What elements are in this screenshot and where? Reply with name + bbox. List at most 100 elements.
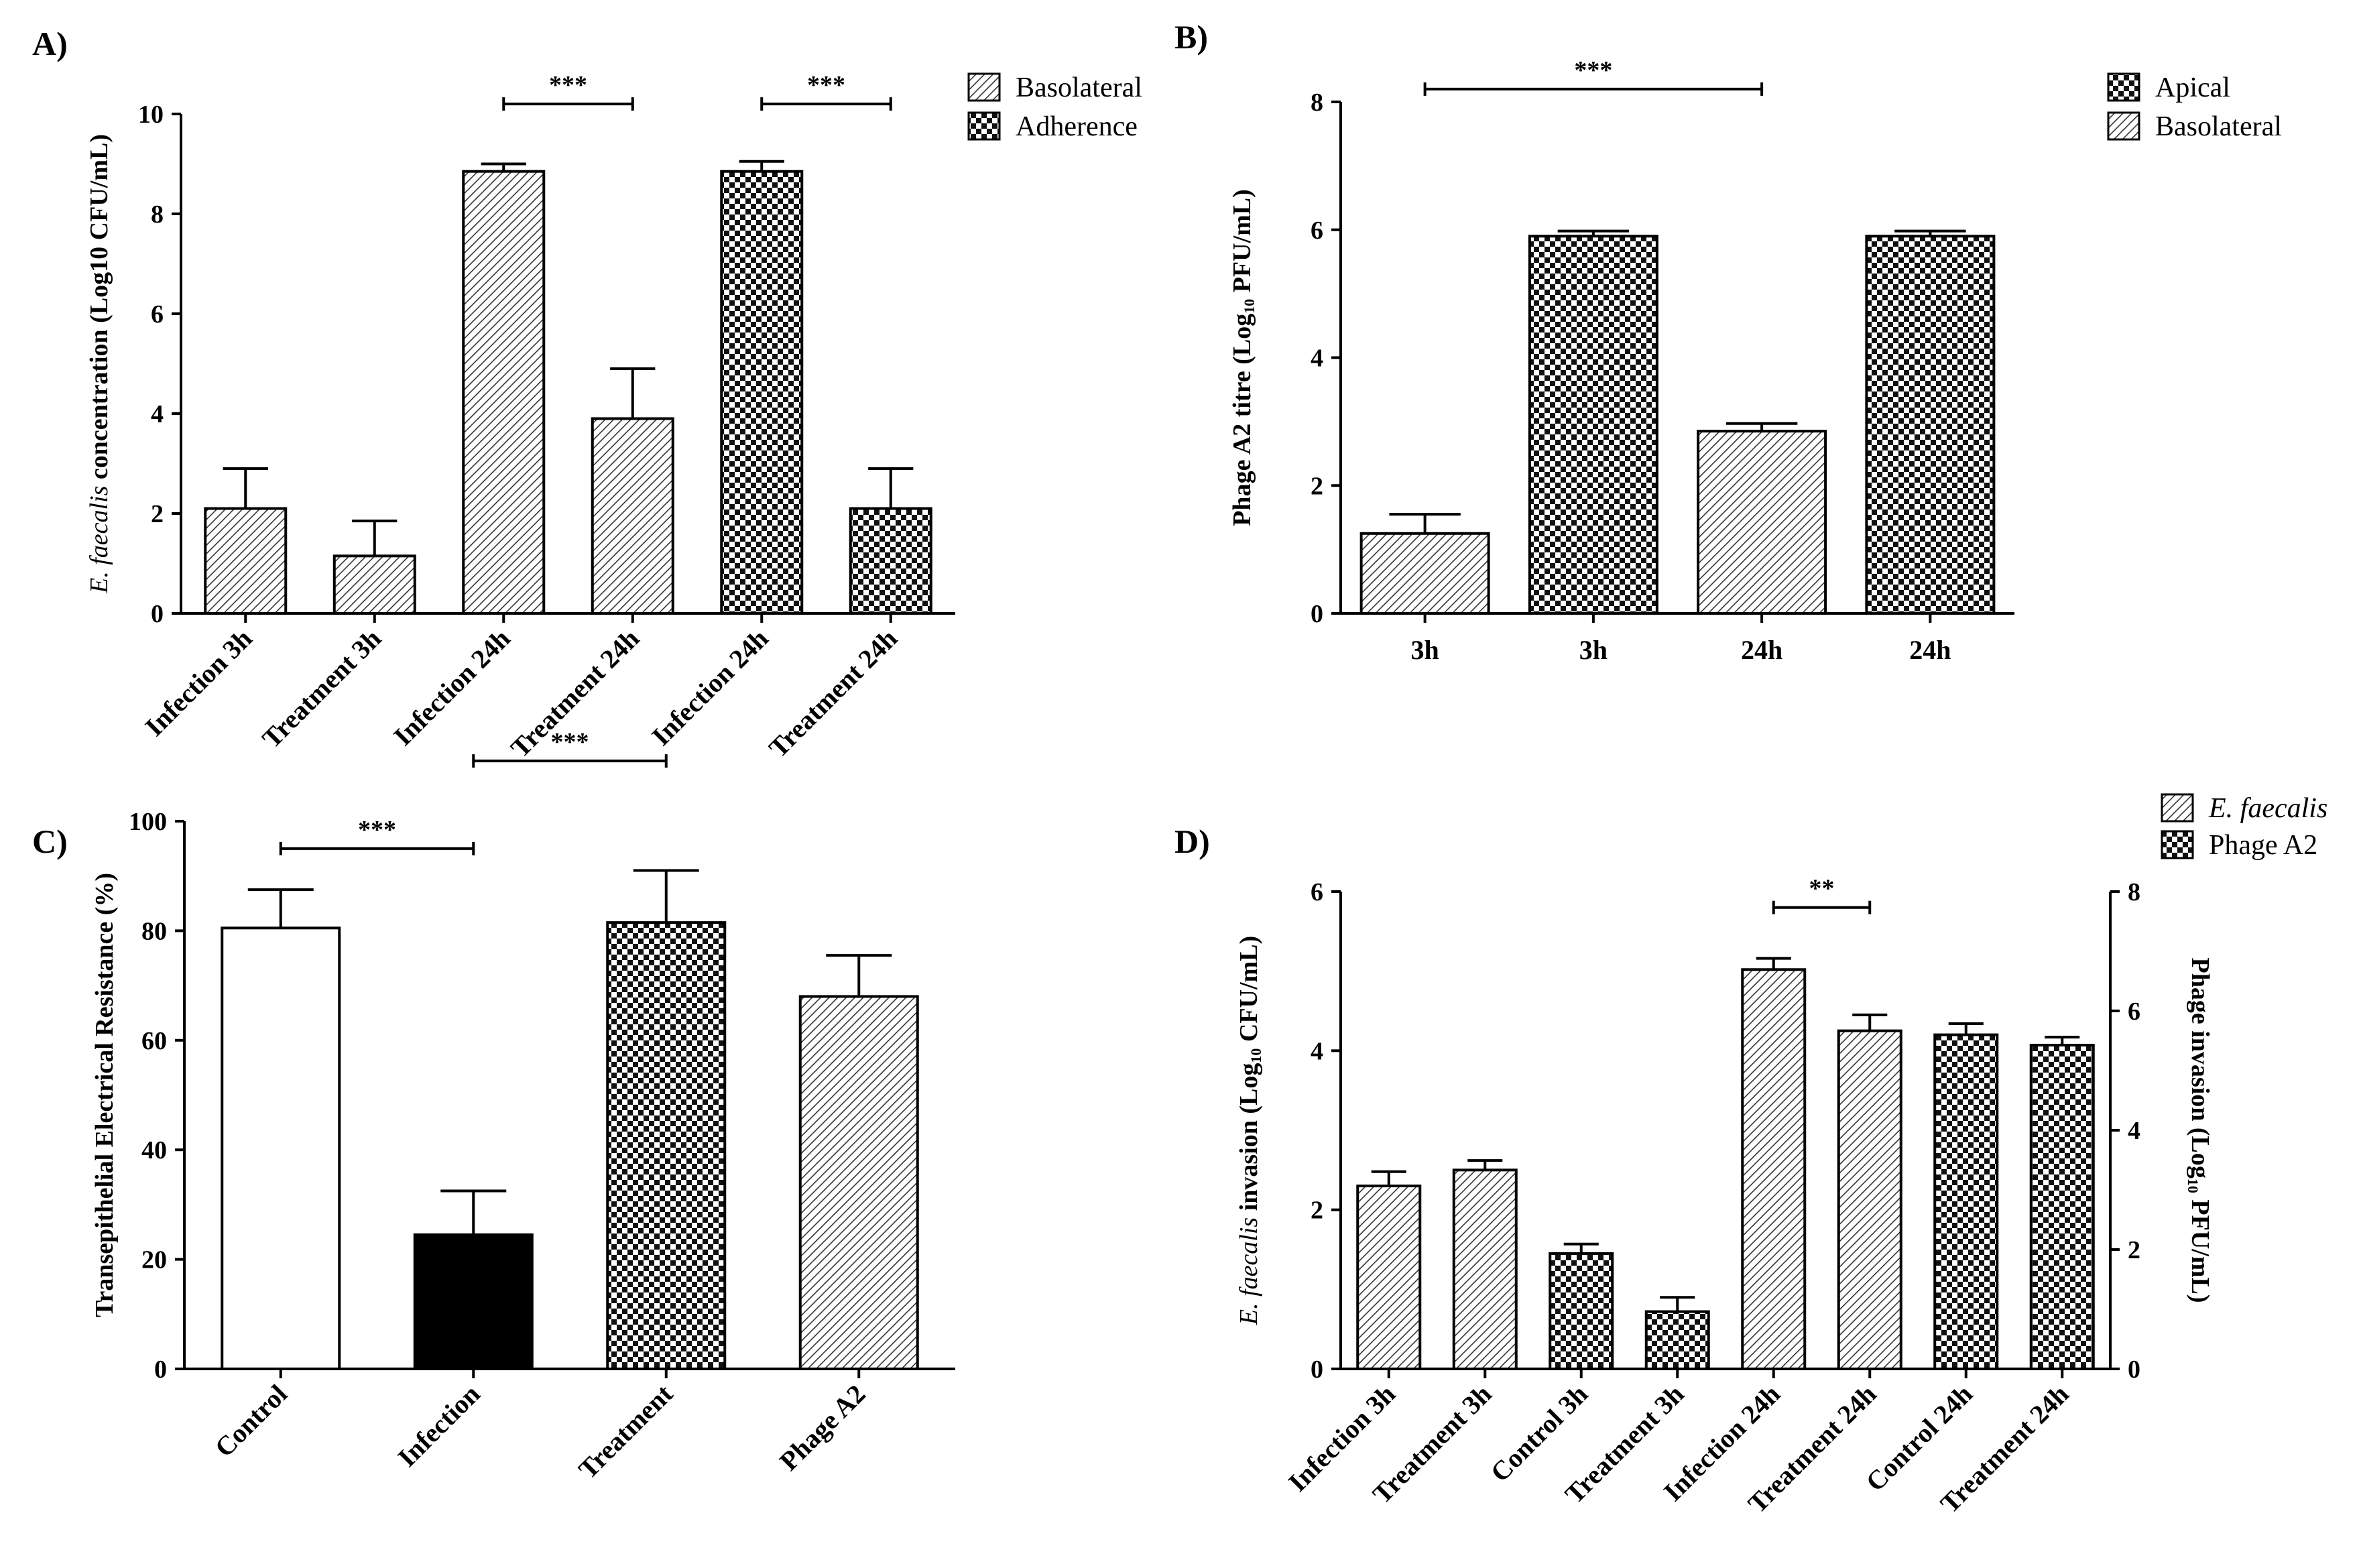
category-label: Infection: [391, 1379, 485, 1473]
legend-label: E. faecalis: [2208, 793, 2327, 824]
y-tick-label: 8: [1311, 88, 1323, 117]
bar: [720, 170, 804, 615]
y2-tick-label: 2: [2128, 1236, 2140, 1264]
bar: [221, 926, 341, 1370]
axis-label-part: E. faecalis: [85, 486, 113, 594]
axis-label-part: concentration (Log10 CFU/mL): [85, 134, 113, 486]
y-tick-label: 0: [1311, 600, 1323, 628]
category-label: Treatment 24h: [763, 623, 903, 764]
legend-swatch: [2107, 72, 2140, 102]
legend-label: Phage A2: [2209, 830, 2317, 861]
legend-swatch: [967, 72, 1001, 102]
y-tick-label: 0: [1311, 1355, 1323, 1384]
y-axis-label: E. faecalis concentration (Log10 CFU/mL): [85, 134, 113, 594]
bar: [606, 921, 727, 1370]
category-label: Phage A2: [774, 1379, 871, 1477]
y-axis-label: Phage A2 titre (Log10 PFU/mL): [1228, 189, 1258, 526]
axis-label-part: E. faecalis: [1235, 1217, 1263, 1325]
bar: [798, 995, 919, 1370]
y-tick-label: 6: [1311, 217, 1323, 245]
y2-tick-label: 8: [2128, 878, 2140, 906]
bar: [1865, 235, 1996, 615]
axis-label-part: Phage A2 titre (Log: [1228, 314, 1256, 526]
significance-label: ***: [549, 71, 587, 99]
bar: [1452, 1168, 1518, 1371]
y-tick-label: 40: [141, 1136, 167, 1164]
bar: [204, 507, 288, 615]
bar: [2029, 1044, 2095, 1370]
axis-label-part: 10: [1248, 1048, 1264, 1063]
panel-b: B) 0 2 4 6 8 3h 3h 24h 24h *** Phage A2 titre (Log1…: [1174, 18, 2282, 665]
bar: [1697, 430, 1827, 615]
bar: [1359, 532, 1490, 615]
y-tick-label: 2: [151, 500, 164, 528]
axis-label-part: CFU/mL): [1235, 936, 1263, 1048]
y-tick-label: 60: [141, 1027, 167, 1055]
bar: [1644, 1310, 1710, 1371]
y-tick-label: 8: [151, 200, 164, 229]
axis-label-part: Phage invasion (Log: [2186, 958, 2214, 1179]
axis-label-part: 10: [2185, 1179, 2201, 1193]
axis-label-part: 10: [1241, 299, 1258, 314]
y-tick-label: 100: [129, 808, 167, 836]
category-label: 3h: [1411, 635, 1439, 665]
category-label: Infection 24h: [387, 623, 516, 751]
bar: [1549, 1252, 1614, 1371]
significance-label: ***: [358, 816, 396, 844]
panel-label: A): [32, 25, 68, 62]
y-tick-label: 20: [141, 1246, 167, 1274]
y-tick-label: 4: [151, 400, 164, 428]
y-tick-label: 6: [151, 300, 164, 328]
bar: [1528, 235, 1658, 615]
legend-swatch: [967, 111, 1001, 141]
legend-swatch: [2107, 111, 2140, 141]
bar: [1933, 1033, 1999, 1370]
y-tick-label: 80: [141, 917, 167, 945]
y-axis-label: E. faecalis invasion (Log10 CFU/mL): [1235, 936, 1264, 1325]
bar: [1741, 968, 1807, 1370]
y-tick-label: 10: [138, 101, 164, 129]
bar: [413, 1233, 534, 1370]
legend-swatch: [2161, 830, 2194, 859]
significance-label: ***: [1574, 56, 1612, 84]
y2-tick-label: 6: [2128, 998, 2140, 1026]
category-label: Infection 3h: [139, 623, 257, 742]
y-tick-label: 2: [1311, 472, 1323, 500]
category-label: 3h: [1579, 635, 1608, 665]
panel-label: D): [1174, 823, 1210, 860]
bar: [1837, 1029, 1902, 1370]
legend-label: Adherence: [1016, 111, 1138, 142]
y-axis-label: Transepithelial Electrical Resistance (%…: [90, 873, 119, 1317]
significance-label: ***: [807, 71, 845, 99]
y2-tick-label: 0: [2128, 1355, 2140, 1384]
category-label: Infection 24h: [646, 623, 774, 751]
panel-label: C): [32, 823, 68, 860]
axis-label-part: PFU/mL): [2186, 1193, 2214, 1303]
bar: [462, 170, 546, 615]
category-label: Treatment 3h: [256, 623, 387, 754]
y2-axis-label: Phage invasion (Log10 PFU/mL): [2185, 958, 2214, 1303]
legend-label: Apical: [2155, 72, 2230, 103]
axis-label-part: invasion (Log: [1235, 1063, 1263, 1217]
legend-label: Basolateral: [1016, 72, 1142, 103]
category-label: Treatment: [572, 1378, 678, 1484]
y-tick-label: 4: [1311, 1037, 1323, 1065]
y-tick-label: 0: [151, 600, 164, 628]
significance-label: ***: [551, 728, 589, 756]
category-label: 24h: [1909, 635, 1951, 665]
bar: [591, 417, 674, 615]
axis-label-part: PFU/mL): [1228, 189, 1256, 299]
y-tick-label: 6: [1311, 878, 1323, 906]
legend-swatch: [2161, 793, 2194, 823]
panel-c: C) 0 20 40 60 80 100 Control Infection Treatment P…: [32, 728, 955, 1485]
y2-tick-label: 4: [2128, 1117, 2140, 1145]
bar: [332, 554, 416, 615]
bar: [1356, 1185, 1422, 1370]
y-tick-label: 0: [154, 1355, 167, 1384]
category-label: 24h: [1741, 635, 1782, 665]
panel-label: B): [1174, 18, 1208, 56]
axis-label-part: Transepithelial Electrical Resistance (%…: [90, 873, 119, 1317]
y-tick-label: 4: [1311, 345, 1323, 373]
